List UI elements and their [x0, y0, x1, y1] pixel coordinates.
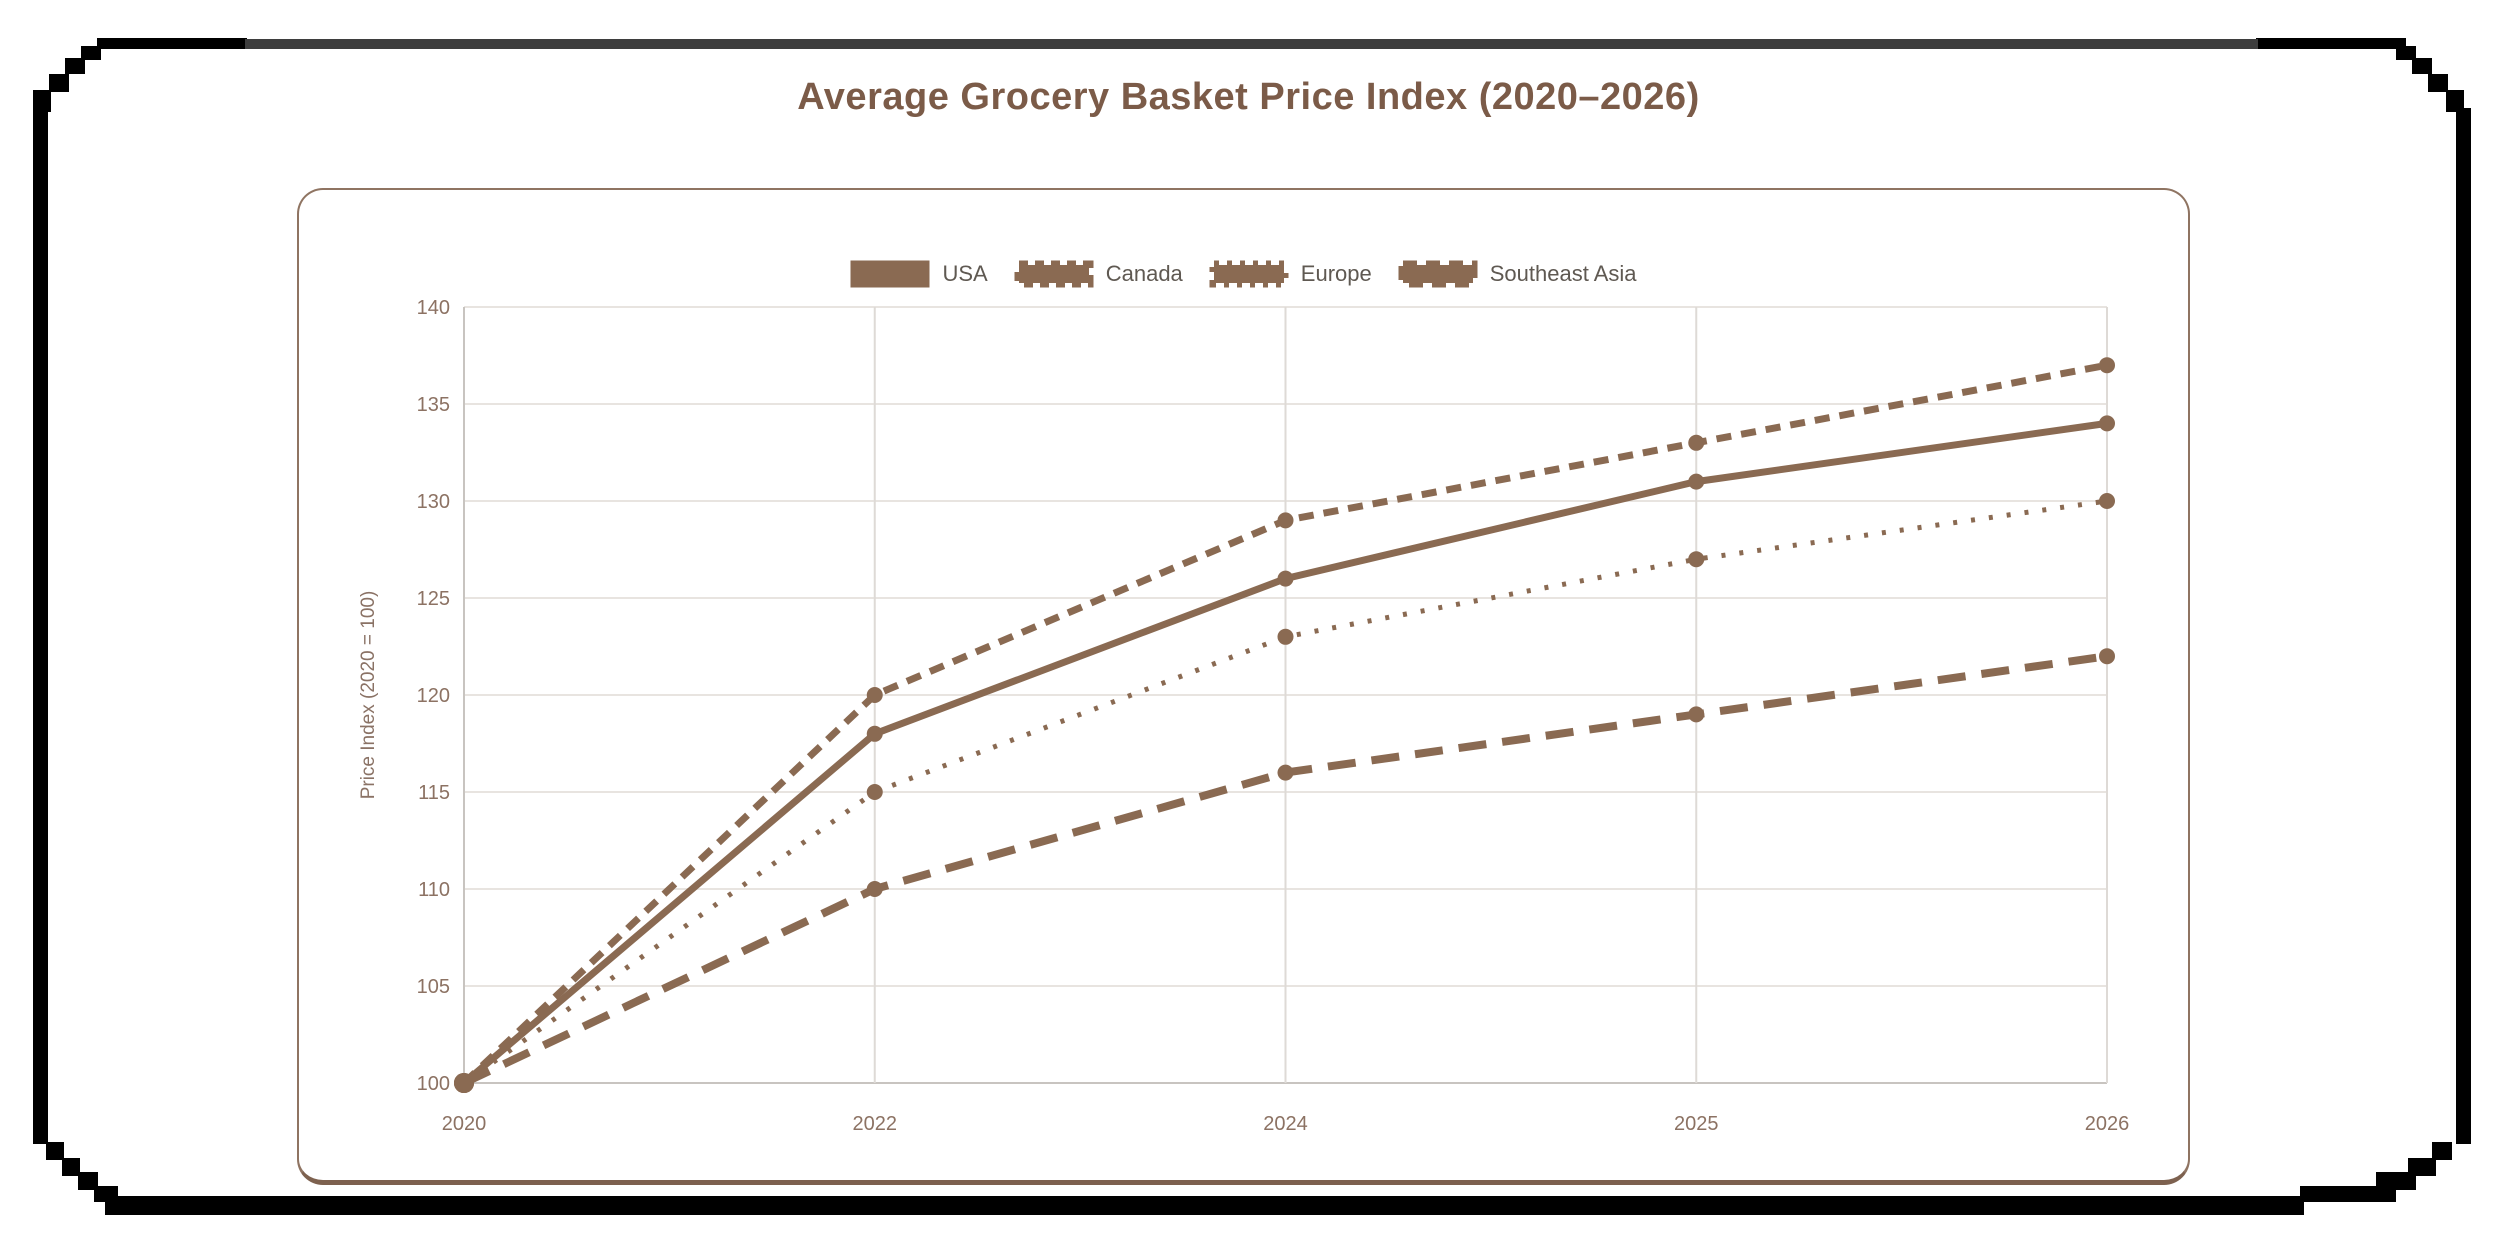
x-tick-label: 2024 — [1263, 1113, 1308, 1135]
series-layer — [454, 357, 2115, 1093]
data-point-usa-2022[interactable] — [866, 725, 883, 742]
legend-item-usa[interactable]: USA — [850, 260, 988, 288]
data-point-southeast-asia-2026[interactable] — [2099, 648, 2115, 665]
x-tick-label: 2020 — [442, 1113, 487, 1135]
data-point-europe-2024[interactable] — [1277, 628, 1294, 645]
y-tick-label: 125 — [417, 588, 450, 610]
legend-label-canada: Canada — [1105, 261, 1183, 286]
data-point-europe-2025[interactable] — [1688, 551, 1705, 568]
legend-item-southeast-asia[interactable]: Southeast Asia — [1398, 260, 1637, 288]
tick-layer: 100 105 110 115 120 125 130 135 140 2020 2022 2024 2… — [417, 297, 2130, 1135]
legend-swatch-europe — [1209, 260, 1289, 288]
y-tick-label: 130 — [417, 491, 450, 513]
legend-swatch-canada — [1014, 260, 1094, 288]
data-point-usa-2025[interactable] — [1688, 473, 1705, 490]
data-point-southeast-asia-2020[interactable] — [454, 1073, 474, 1093]
data-point-usa-2024[interactable] — [1277, 570, 1294, 587]
data-point-canada-2024[interactable] — [1277, 512, 1294, 529]
data-point-europe-2022[interactable] — [866, 784, 883, 800]
legend-label-usa: USA — [942, 261, 988, 286]
x-tick-label: 2026 — [2085, 1113, 2130, 1135]
y-tick-label: 135 — [417, 394, 450, 416]
data-point-southeast-asia-2025[interactable] — [1688, 706, 1705, 723]
y-tick-label: 120 — [417, 685, 450, 707]
data-point-canada-2026[interactable] — [2099, 357, 2115, 374]
y-tick-label: 140 — [417, 297, 450, 319]
y-tick-label: 115 — [418, 782, 450, 804]
chart-legend: USA Canada Europe Southeast Asia — [299, 260, 2188, 288]
data-point-europe-2026[interactable] — [2099, 493, 2115, 509]
legend-label-europe: Europe — [1300, 261, 1372, 286]
legend-swatch-southeast-asia — [1398, 260, 1478, 288]
x-tick-label: 2025 — [1674, 1113, 1719, 1135]
y-axis-title: Price Index (2020 = 100) — [358, 591, 379, 800]
chart-canvas[interactable]: 100 105 110 115 120 125 130 135 140 2020 2022 2024 2… — [299, 190, 2192, 1187]
chart-title: Average Grocery Basket Price Index (2020… — [797, 76, 1700, 118]
y-tick-label: 100 — [417, 1073, 450, 1095]
data-point-usa-2026[interactable] — [2099, 415, 2115, 432]
x-tick-label: 2022 — [853, 1113, 898, 1135]
data-point-southeast-asia-2022[interactable] — [866, 881, 883, 897]
y-tick-label: 105 — [417, 976, 450, 998]
legend-swatch-usa — [850, 260, 930, 288]
data-point-canada-2022[interactable] — [866, 687, 883, 703]
data-point-canada-2025[interactable] — [1688, 434, 1705, 451]
y-tick-label: 110 — [418, 879, 450, 901]
data-point-southeast-asia-2024[interactable] — [1277, 764, 1294, 781]
legend-item-canada[interactable]: Canada — [1014, 260, 1183, 288]
chart-card: USA Canada Europe Southeast Asia 100 105 1… — [297, 188, 2190, 1185]
legend-item-europe[interactable]: Europe — [1209, 260, 1372, 288]
legend-label-southeast-asia: Southeast Asia — [1489, 261, 1637, 286]
